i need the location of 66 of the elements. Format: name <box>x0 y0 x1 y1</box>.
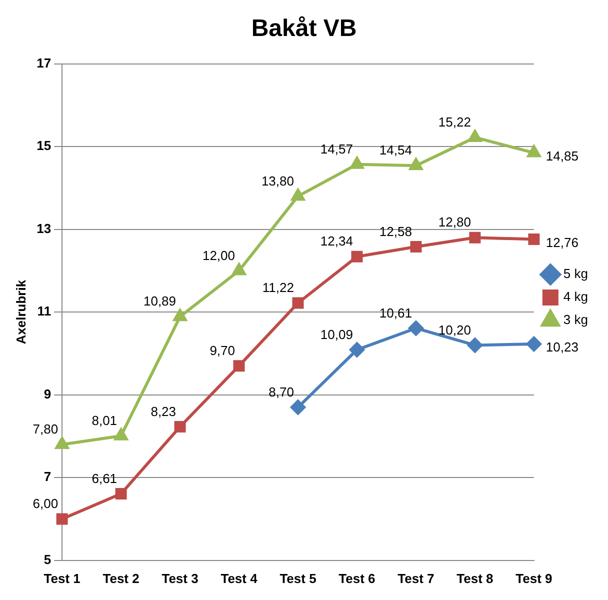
chart-title: Bakåt VB <box>251 15 357 42</box>
data-label: 11,22 <box>262 280 294 296</box>
data-label: 12,00 <box>202 248 236 263</box>
data-label: 10,09 <box>320 326 353 342</box>
point <box>292 297 304 309</box>
data-label: 6,00 <box>32 496 58 512</box>
data-label: 14,57 <box>320 141 353 156</box>
data-label: 9,70 <box>210 342 236 358</box>
point <box>527 145 541 158</box>
x-tick-label: Test 9 <box>516 570 552 586</box>
legend-label: 5 kg <box>563 266 588 282</box>
point <box>469 232 481 244</box>
data-label: 12,58 <box>379 224 412 239</box>
y-tick-label: 5 <box>44 552 52 567</box>
legend-label: 3 kg <box>563 312 588 328</box>
data-label: 15,22 <box>438 114 471 130</box>
data-label: 12,80 <box>438 214 471 230</box>
point <box>291 188 305 201</box>
x-tick-label: Test 4 <box>220 570 258 586</box>
point <box>290 400 306 415</box>
x-tick-label: Test 8 <box>456 570 494 586</box>
point <box>174 420 186 432</box>
point <box>408 320 424 336</box>
data-label: 10,61 <box>379 305 412 320</box>
x-tick-label: Test 2 <box>102 570 140 586</box>
point <box>409 158 423 170</box>
point <box>55 437 69 450</box>
data-label: 10,20 <box>438 322 471 338</box>
x-tick-label: Test 1 <box>44 570 80 586</box>
x-tick-label: Test 7 <box>398 570 434 586</box>
data-label: 7,80 <box>32 422 58 437</box>
y-tick-label: 7 <box>44 469 52 484</box>
point <box>233 360 245 372</box>
point <box>115 488 127 500</box>
data-label: 8,70 <box>268 384 294 400</box>
point <box>56 513 68 525</box>
x-tick-label: Test 6 <box>338 570 376 586</box>
point <box>173 309 187 322</box>
y-tick-label: 9 <box>44 386 52 402</box>
data-label: 12,34 <box>320 234 353 249</box>
point <box>410 240 422 252</box>
y-tick-label: 11 <box>37 304 52 319</box>
data-label: 8,23 <box>150 404 176 419</box>
data-label: 12,76 <box>546 234 578 250</box>
y-axis-title: Axelrubrik <box>13 279 28 344</box>
y-tick-label: 15 <box>36 138 52 154</box>
data-label: 8,01 <box>92 412 118 428</box>
y-tick-label: 17 <box>36 55 52 70</box>
x-tick-label: Test 5 <box>280 570 316 586</box>
data-label: 10,23 <box>546 340 578 355</box>
point <box>351 250 363 262</box>
point <box>232 263 246 276</box>
point <box>349 342 364 358</box>
point <box>468 130 482 142</box>
point <box>528 234 540 246</box>
data-label: 6,61 <box>92 470 118 486</box>
point <box>467 338 482 353</box>
x-tick-label: Test 3 <box>162 570 198 586</box>
data-label: 10,89 <box>143 294 176 309</box>
data-label: 13,80 <box>261 173 294 188</box>
data-label: 14,54 <box>379 142 412 158</box>
point <box>526 336 542 352</box>
point <box>350 156 364 169</box>
legend-label: 4 kg <box>563 289 588 304</box>
data-label: 14,85 <box>546 148 578 164</box>
y-tick-label: 13 <box>36 220 52 236</box>
